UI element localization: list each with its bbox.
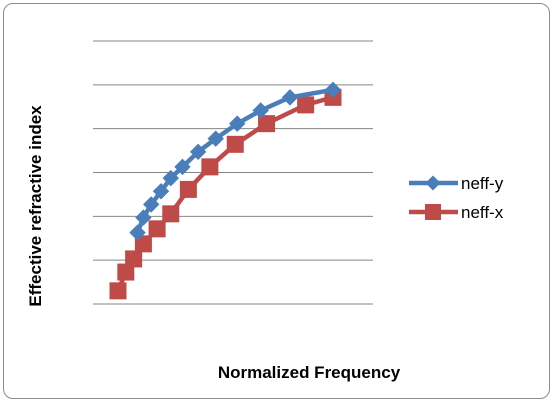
data-point-neff-y [152, 183, 170, 200]
legend-marker [425, 204, 441, 220]
series-line-neff-x [115, 95, 334, 292]
data-point-neff-y [143, 196, 160, 213]
data-point-neff-y [129, 224, 146, 241]
chart-frame [3, 3, 550, 399]
data-point-neff-y [162, 169, 179, 187]
data-point-neff-x [226, 135, 244, 153]
data-point-neff-y [174, 158, 191, 176]
series-neff-x [109, 88, 342, 300]
data-point-neff-y [252, 102, 269, 119]
data-point-neff-y [135, 209, 152, 226]
data-point-neff-x [125, 250, 143, 268]
data-point-neff-x [258, 115, 276, 133]
y-axis-title: Effective refractive index [26, 105, 45, 307]
legend-label: neff-x [461, 203, 504, 222]
legend-label: neff-y [461, 174, 504, 193]
data-point-neff-x [134, 235, 152, 253]
data-point-neff-x [179, 180, 197, 198]
series-neff-y [129, 81, 342, 241]
data-point-neff-x [109, 282, 127, 300]
data-point-neff-x [201, 158, 219, 176]
legend: neff-y neff-x [409, 174, 504, 222]
data-point-neff-y [207, 130, 224, 147]
legend-item-neff-x: neff-x [409, 203, 504, 222]
data-point-neff-y [324, 81, 342, 99]
legend-marker [425, 175, 441, 191]
legend-item-neff-y: neff-y [409, 174, 504, 193]
data-point-neff-y [281, 89, 299, 106]
series-layer [109, 81, 342, 300]
data-point-neff-x [297, 96, 315, 114]
x-axis-title: Normalized Frequency [218, 363, 401, 382]
data-point-neff-x [148, 220, 166, 238]
data-point-neff-x [162, 205, 180, 223]
data-point-neff-y [229, 115, 246, 132]
data-point-neff-y [189, 143, 207, 161]
